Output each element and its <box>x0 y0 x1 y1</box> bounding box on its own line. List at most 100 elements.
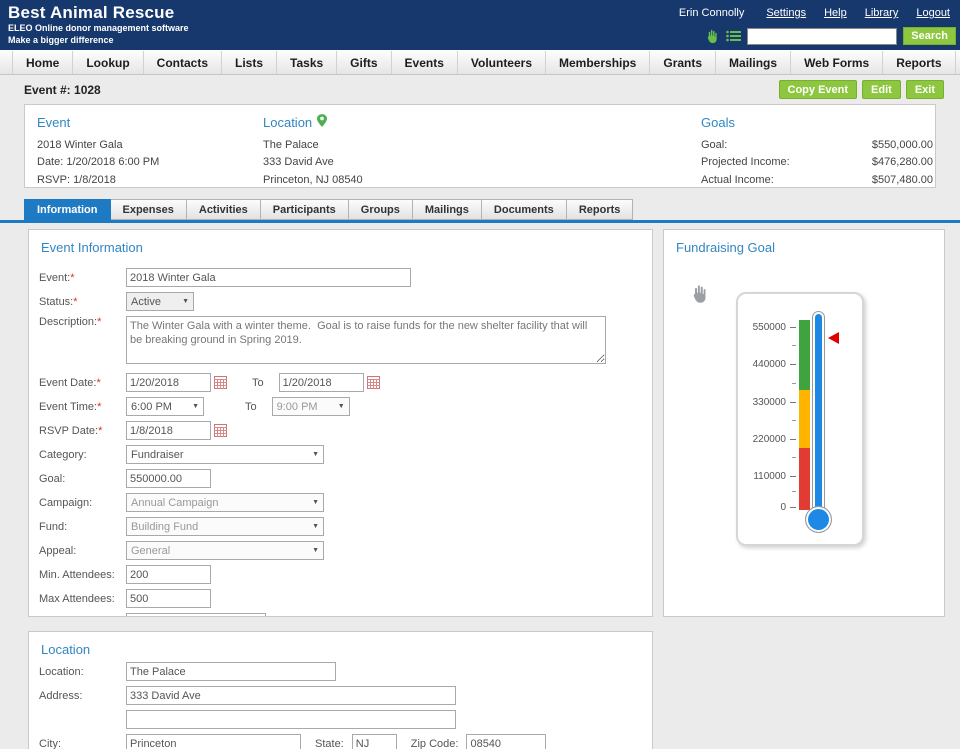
status-select[interactable]: Active ▼ <box>126 292 194 311</box>
user-name: Erin Connolly <box>678 7 745 19</box>
chevron-down-icon: ▼ <box>312 523 319 530</box>
tab-mailings[interactable]: Mailings <box>412 199 482 220</box>
list-icon[interactable] <box>726 30 742 42</box>
location-name-label: Location: <box>39 665 84 678</box>
search-input[interactable] <box>747 27 898 45</box>
address2-row <box>39 710 644 729</box>
copy-event-button[interactable]: Copy Event <box>778 80 858 99</box>
category-select[interactable]: Fundraiser ▼ <box>126 445 324 464</box>
search-button[interactable]: Search <box>903 27 956 45</box>
event-time-to-select[interactable]: 9:00 PM ▼ <box>271 397 350 416</box>
appeal-select[interactable]: General ▼ <box>126 541 324 560</box>
required-mark: * <box>70 271 75 284</box>
required-mark: * <box>97 316 102 328</box>
nav-item-tasks[interactable]: Tasks <box>277 51 338 74</box>
nav-item-home[interactable]: Home <box>12 51 74 74</box>
state-input[interactable] <box>351 734 397 749</box>
tab-information[interactable]: Information <box>24 199 111 220</box>
zip-input[interactable] <box>466 734 547 749</box>
nav-item-volunteers[interactable]: Volunteers <box>458 51 546 74</box>
event-summary-panel: Event 2018 Winter Gala Date: 1/20/2018 6… <box>24 104 936 188</box>
thermo-green-segment <box>799 320 810 390</box>
category-label: Category: <box>39 448 87 461</box>
event-name-label-text: Event: <box>39 271 71 284</box>
nav-item-events[interactable]: Events <box>392 51 458 74</box>
max-attendees-row: Max Attendees: <box>39 589 644 608</box>
custom-field-input[interactable] <box>126 613 266 616</box>
fund-select[interactable]: Building Fund ▼ <box>126 517 324 536</box>
logout-link[interactable]: Logout <box>916 7 950 19</box>
nav-item-memberships[interactable]: Memberships <box>546 51 651 74</box>
nav-item-contacts[interactable]: Contacts <box>144 51 223 74</box>
tab-underline <box>0 220 960 223</box>
exit-button[interactable]: Exit <box>905 80 944 99</box>
tab-activities[interactable]: Activities <box>186 199 261 220</box>
city-state-zip-row: City: State: Zip Code: <box>39 734 644 749</box>
fundraising-goal-panel: Fundraising Goal 550000 440000 330000 22… <box>663 229 945 617</box>
thermo-marker-arrow <box>828 332 839 344</box>
main-nav: Home Lookup Contacts Lists Tasks Gifts E… <box>0 50 960 75</box>
app-subtitle: ELEO Online donor management software <box>8 23 189 33</box>
goal-input[interactable] <box>126 469 211 488</box>
rsvp-date-label: RSVP Date:* <box>39 425 126 437</box>
thermo-minor-tick <box>792 345 796 346</box>
thermo-red-segment <box>799 448 810 510</box>
donate-hand-icon[interactable] <box>705 29 720 44</box>
event-date-to-input[interactable] <box>278 373 364 392</box>
tab-groups[interactable]: Groups <box>348 199 413 220</box>
calendar-icon[interactable] <box>214 376 227 389</box>
thermo-scale-label: 0 <box>780 502 786 513</box>
nav-item-lookup[interactable]: Lookup <box>73 51 144 74</box>
projected-income-label: Projected Income: <box>701 156 790 169</box>
event-date-input[interactable] <box>126 373 211 392</box>
event-time-select-value: 6:00 PM <box>131 400 172 413</box>
custom-field-label[interactable]: Custom field: <box>39 617 126 618</box>
description-textarea[interactable]: The Winter Gala with a winter theme. Goa… <box>126 316 606 364</box>
app-title: Best Animal Rescue <box>8 3 175 22</box>
event-time-select[interactable]: 6:00 PM ▼ <box>126 397 204 416</box>
status-row: Status:* Active ▼ <box>39 292 644 311</box>
app-tagline: Make a bigger difference <box>8 34 114 45</box>
nav-item-gifts[interactable]: Gifts <box>337 51 392 74</box>
campaign-select[interactable]: Annual Campaign ▼ <box>126 493 324 512</box>
nav-item-mailings[interactable]: Mailings <box>716 51 792 74</box>
nav-item-reports[interactable]: Reports <box>883 51 956 74</box>
location-name-input[interactable] <box>126 662 336 681</box>
nav-item-web-forms[interactable]: Web Forms <box>791 51 884 74</box>
required-mark: * <box>73 295 78 308</box>
calendar-icon[interactable] <box>214 424 227 437</box>
min-attendees-input[interactable] <box>126 565 211 584</box>
edit-button[interactable]: Edit <box>862 80 901 99</box>
thermo-mercury <box>815 314 822 511</box>
thermo-tick <box>790 476 796 477</box>
tab-reports[interactable]: Reports <box>566 199 634 220</box>
address-input[interactable] <box>126 686 456 705</box>
thermo-minor-tick <box>792 383 796 384</box>
address2-input[interactable] <box>126 710 456 729</box>
event-number: Event #: 1028 <box>24 82 101 97</box>
tab-participants[interactable]: Participants <box>260 199 349 220</box>
calendar-icon[interactable] <box>366 376 380 389</box>
actual-income-label: Actual Income: <box>701 173 774 186</box>
hand-icon <box>690 284 710 307</box>
campaign-row: Campaign: Annual Campaign ▼ <box>39 493 644 512</box>
event-date-label: Event Date:* <box>39 377 126 389</box>
library-link[interactable]: Library <box>864 7 899 19</box>
rsvp-date-input[interactable] <box>126 421 211 440</box>
max-attendees-input[interactable] <box>126 589 211 608</box>
tab-expenses[interactable]: Expenses <box>110 199 187 220</box>
tab-documents[interactable]: Documents <box>481 199 567 220</box>
city-input[interactable] <box>126 734 301 749</box>
appeal-label: Appeal: <box>39 544 77 557</box>
chevron-down-icon: ▼ <box>312 499 319 506</box>
nav-item-lists[interactable]: Lists <box>222 51 278 74</box>
help-link[interactable]: Help <box>824 7 847 19</box>
thermo-tick <box>790 439 796 440</box>
thermo-tick <box>790 364 796 365</box>
max-attendees-label: Max Attendees: <box>39 592 115 605</box>
map-pin-icon[interactable] <box>317 113 328 134</box>
fund-select-value: Building Fund <box>131 520 199 533</box>
settings-link[interactable]: Settings <box>766 7 807 19</box>
event-name-input[interactable] <box>126 268 411 287</box>
nav-item-grants[interactable]: Grants <box>650 51 717 74</box>
